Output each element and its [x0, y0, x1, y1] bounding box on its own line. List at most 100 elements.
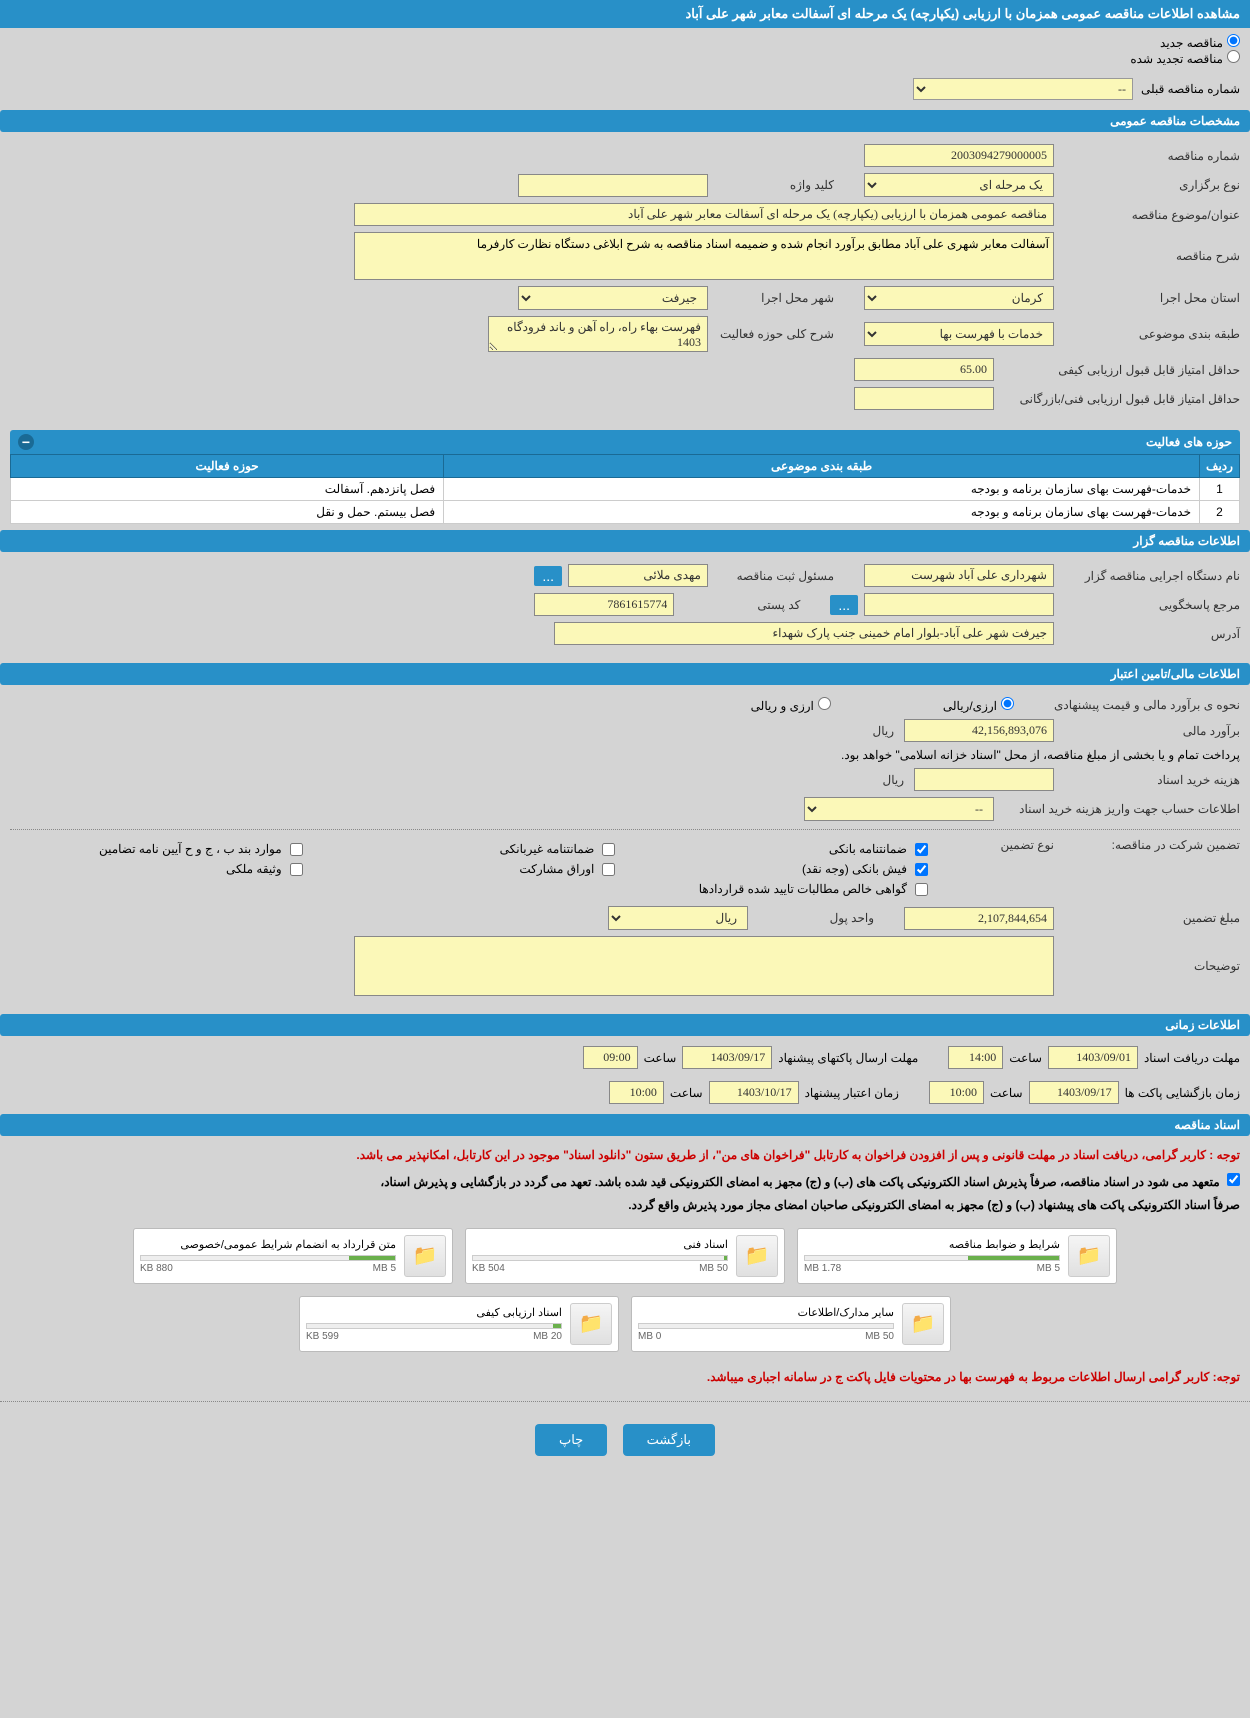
section-docs-header: اسناد مناقصه: [0, 1114, 1250, 1136]
cell-idx: 2: [1200, 501, 1240, 524]
address-input[interactable]: [554, 622, 1054, 645]
credit-label: زمان اعتبار پیشنهاد: [805, 1086, 899, 1100]
postal-label: کد پستی: [680, 598, 800, 612]
chk-property[interactable]: وثیقه ملکی: [10, 862, 303, 876]
new-tender-radio[interactable]: [1227, 34, 1240, 47]
envelope-send-time-input[interactable]: [583, 1046, 638, 1069]
table-row: 2 خدمات-فهرست بهای سازمان برنامه و بودجه…: [11, 501, 1240, 524]
estimation-input[interactable]: [904, 719, 1054, 742]
new-tender-radio-label[interactable]: مناقصه جدید: [1160, 36, 1240, 50]
doc-title: سایر مدارک/اطلاعات: [638, 1306, 894, 1319]
city-select[interactable]: جیرفت: [518, 286, 708, 310]
postal-input[interactable]: [534, 593, 674, 616]
guarantee-amount-input[interactable]: [904, 907, 1054, 930]
time-label-3: ساعت: [990, 1086, 1023, 1100]
black-note-1: متعهد می شود در اسناد مناقصه، صرفاً پذیر…: [0, 1171, 1250, 1194]
min-tech-input[interactable]: [854, 387, 994, 410]
holding-type-select[interactable]: یک مرحله ای: [864, 173, 1054, 197]
section-timing-header: اطلاعات زمانی: [0, 1014, 1250, 1036]
chk-securities[interactable]: اوراق مشارکت: [323, 862, 616, 876]
doc-title: اسناد ارزیابی کیفی: [306, 1306, 562, 1319]
doc-deadline-time-input[interactable]: [948, 1046, 1003, 1069]
activity-desc-label: شرح کلی حوزه فعالیت: [714, 327, 834, 341]
commitment-checkbox[interactable]: [1227, 1173, 1240, 1186]
doc-title: شرایط و ضوابط مناقصه: [804, 1238, 1060, 1251]
org-input[interactable]: [864, 564, 1054, 587]
registrar-label: مسئول ثبت مناقصه: [714, 569, 834, 583]
estimation-label: برآورد مالی: [1060, 724, 1240, 738]
registrar-more-button[interactable]: ...: [534, 566, 562, 586]
opt-arzi-o-riyali-radio[interactable]: [818, 697, 831, 710]
category-select[interactable]: خدمات با فهرست بها: [864, 322, 1054, 346]
registrar-input[interactable]: [568, 564, 708, 587]
currency-label: واحد پول: [754, 911, 874, 925]
contact-more-button[interactable]: ...: [830, 595, 858, 615]
collapse-icon[interactable]: −: [18, 434, 34, 450]
col-idx: ردیف: [1200, 455, 1240, 478]
doc-progress-bar: [638, 1323, 894, 1329]
credit-time-input[interactable]: [609, 1081, 664, 1104]
credit-date-input[interactable]: [709, 1081, 799, 1104]
envelope-send-date-input[interactable]: [682, 1046, 772, 1069]
cell-category: خدمات-فهرست بهای سازمان برنامه و بودجه: [444, 501, 1200, 524]
currency-select[interactable]: ریال: [608, 906, 748, 930]
back-button[interactable]: بازگشت: [623, 1424, 715, 1456]
chk-nonbank-guarantee[interactable]: ضمانتنامه غیربانکی: [323, 842, 616, 856]
activity-desc-textarea[interactable]: [488, 316, 708, 352]
min-quality-input[interactable]: [854, 358, 994, 381]
chk-regulation[interactable]: موارد بند ب ، ج و ح آیین نامه تضامین: [10, 842, 303, 856]
time-label-1: ساعت: [1009, 1051, 1042, 1065]
section-bidder-header: اطلاعات مناقصه گزار: [0, 530, 1250, 552]
opt-arzi-o-riyali-label[interactable]: ارزی و ریالی: [751, 697, 831, 713]
doc-total: 5 MB: [1037, 1263, 1060, 1274]
opening-time-input[interactable]: [929, 1081, 984, 1104]
doc-box[interactable]: 📁 اسناد ارزیابی کیفی 20 MB599 KB: [299, 1296, 619, 1352]
opening-date-input[interactable]: [1029, 1081, 1119, 1104]
riyal-unit-2: ریال: [882, 773, 904, 787]
doc-box[interactable]: 📁 سایر مدارک/اطلاعات 50 MB0 MB: [631, 1296, 951, 1352]
tender-no-label: شماره مناقصه: [1060, 149, 1240, 163]
doc-total: 20 MB: [533, 1331, 562, 1342]
doc-progress-bar: [140, 1255, 396, 1261]
doc-box[interactable]: 📁 اسناد فنی 50 MB504 KB: [465, 1228, 785, 1284]
doc-box[interactable]: 📁 شرایط و ضوابط مناقصه 5 MB1.78 MB: [797, 1228, 1117, 1284]
province-label: استان محل اجرا: [1060, 291, 1240, 305]
category-label: طبقه بندی موضوعی: [1060, 327, 1240, 341]
org-label: نام دستگاه اجرایی مناقصه گزار: [1060, 569, 1240, 583]
province-select[interactable]: کرمان: [864, 286, 1054, 310]
col-activity: حوزه فعالیت: [11, 455, 444, 478]
activity-table: ردیف طبقه بندی موضوعی حوزه فعالیت 1 خدما…: [10, 454, 1240, 524]
contact-input[interactable]: [864, 593, 1054, 616]
docs-grid: 📁 شرایط و ضوابط مناقصه 5 MB1.78 MB 📁 اسن…: [0, 1218, 1250, 1362]
doc-deadline-input[interactable]: [1048, 1046, 1138, 1069]
folder-icon: 📁: [902, 1303, 944, 1345]
subject-input[interactable]: [354, 203, 1054, 226]
page-title: مشاهده اطلاعات مناقصه عمومی همزمان با ار…: [0, 0, 1250, 28]
opt-arzi-riyali-radio[interactable]: [1001, 697, 1014, 710]
print-button[interactable]: چاپ: [535, 1424, 607, 1456]
account-select[interactable]: --: [804, 797, 994, 821]
doc-used: 504 KB: [472, 1263, 505, 1274]
doc-fee-input[interactable]: [914, 768, 1054, 791]
doc-box[interactable]: 📁 متن قرارداد به انضمام شرایط عمومی/خصوص…: [133, 1228, 453, 1284]
desc-textarea[interactable]: [354, 232, 1054, 280]
tender-no-input[interactable]: [864, 144, 1054, 167]
tender-type-radios: مناقصه جدید مناقصه تجدید شده: [0, 28, 1250, 72]
renewed-tender-radio-label[interactable]: مناقصه تجدید شده: [1130, 52, 1240, 66]
cell-category: خدمات-فهرست بهای سازمان برنامه و بودجه: [444, 478, 1200, 501]
chk-bank-guarantee[interactable]: ضمانتنامه بانکی: [635, 842, 928, 856]
chk-cash[interactable]: فیش بانکی (وجه نقد): [635, 862, 928, 876]
prev-tender-select[interactable]: --: [913, 78, 1133, 100]
desc-label: شرح مناقصه: [1060, 249, 1240, 263]
new-tender-text: مناقصه جدید: [1160, 36, 1223, 50]
renewed-tender-radio[interactable]: [1227, 50, 1240, 63]
chk-receivables[interactable]: گواهی خالص مطالبات تایید شده قراردادها: [635, 882, 928, 896]
doc-deadline-label: مهلت دریافت اسناد: [1144, 1051, 1240, 1065]
notes-textarea[interactable]: [354, 936, 1054, 996]
opt-arzi-riyali-label[interactable]: ارزی/ریالی: [943, 697, 1014, 713]
keyword-input[interactable]: [518, 174, 708, 197]
activity-table-title: حوزه های فعالیت: [1146, 435, 1232, 449]
folder-icon: 📁: [1068, 1235, 1110, 1277]
footer-red-note: توجه: کاربر گرامی ارسال اطلاعات مربوط به…: [0, 1362, 1250, 1393]
envelope-send-label: مهلت ارسال پاکتهای پیشنهاد: [778, 1051, 918, 1065]
